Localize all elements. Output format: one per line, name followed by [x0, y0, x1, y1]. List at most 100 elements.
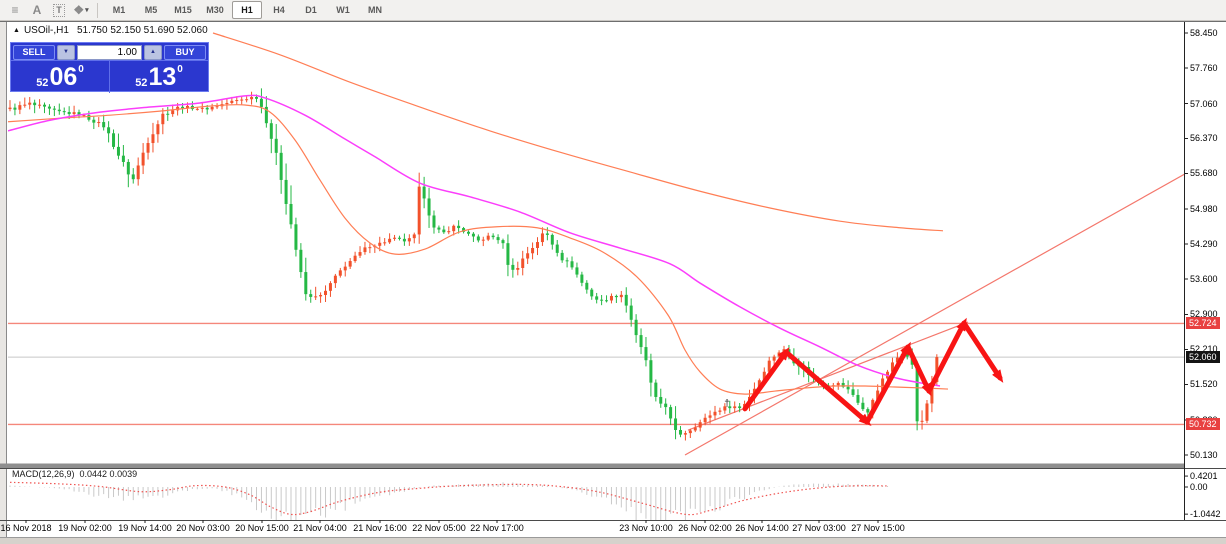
macd-indicator-label: MACD(12,26,9) 0.0442 0.0039: [12, 469, 137, 479]
timeframe-M15-button[interactable]: M15: [174, 5, 192, 15]
candle: [121, 144, 125, 167]
candle: [728, 400, 732, 414]
macd-name: MACD(12,26,9): [12, 469, 75, 479]
candle: [427, 187, 431, 228]
volume-input[interactable]: [77, 44, 142, 60]
candle: [417, 172, 421, 244]
candle: [565, 257, 569, 268]
arrow-objects-icon[interactable]: ❖ ▾: [73, 3, 89, 17]
buy-button[interactable]: BUY: [164, 44, 206, 60]
volume-decrease-button[interactable]: ▼: [57, 44, 75, 60]
candle: [92, 116, 96, 130]
ohlc-values: 51.750 52.150 51.690 52.060: [76, 25, 208, 36]
candle: [846, 380, 850, 394]
candle: [486, 232, 490, 242]
price-tick-label: 54.980: [1190, 203, 1218, 214]
candle: [225, 98, 229, 110]
timeframe-H1-button[interactable]: H1: [232, 1, 262, 19]
candle: [319, 292, 323, 303]
price-tick-label: 53.600: [1190, 273, 1218, 284]
zigzag-arrow-3[interactable]: [864, 341, 911, 425]
candle: [688, 428, 692, 438]
sell-button[interactable]: SELL: [13, 44, 55, 60]
candle: [506, 234, 510, 277]
candle: [457, 220, 461, 234]
timeframe-MN-button[interactable]: MN: [368, 5, 382, 15]
sell-price-point: 0: [78, 64, 84, 75]
candle: [531, 242, 535, 260]
candle: [555, 239, 559, 257]
ma-slow-orange: [212, 32, 944, 232]
candle: [13, 103, 17, 116]
time-tick-label: 22 Nov 05:00: [412, 523, 466, 533]
timeframe-H4-button[interactable]: H4: [273, 5, 285, 15]
candle: [629, 298, 633, 327]
candle: [43, 102, 47, 114]
candle: [264, 96, 268, 128]
candle: [511, 258, 515, 278]
sell-price[interactable]: 52 06 0: [11, 61, 110, 93]
candle: [299, 243, 303, 278]
timeframe-M5-button[interactable]: M5: [144, 5, 158, 15]
candle: [540, 227, 544, 246]
top-toolbar: ≡ A T ❖ ▾ M1 M5 M15 M30 H1 H4 D1 W1 MN: [0, 0, 1226, 21]
candle: [678, 426, 682, 438]
candle: [920, 410, 924, 430]
candle: [388, 233, 392, 244]
candle: [550, 233, 554, 250]
candle: [624, 287, 628, 313]
candle: [289, 185, 293, 229]
candle: [240, 95, 244, 105]
candle: [151, 122, 155, 153]
dropdown-caret-icon[interactable]: ▾: [85, 7, 89, 14]
buy-price[interactable]: 52 13 0: [110, 61, 208, 93]
zigzag-arrow-6[interactable]: [961, 320, 1004, 383]
time-tick-label: 19 Nov 02:00: [58, 523, 112, 533]
candle: [738, 403, 742, 413]
candle: [491, 233, 495, 240]
candle: [210, 103, 214, 112]
candle: [383, 238, 387, 246]
candle: [269, 119, 273, 154]
candle: [654, 379, 658, 402]
candle: [536, 237, 540, 256]
font-a-icon[interactable]: A: [32, 3, 42, 17]
zigzag-arrow-1[interactable]: [742, 347, 790, 412]
candle: [397, 235, 401, 241]
trendline-1[interactable]: [684, 170, 1192, 456]
timeframe-W1-button[interactable]: W1: [336, 5, 350, 15]
price-tick-label: 56.370: [1190, 133, 1218, 144]
candle: [925, 400, 929, 424]
panel-splitter[interactable]: [0, 463, 1184, 469]
candle: [161, 108, 165, 135]
candle: [496, 234, 500, 244]
candle: [353, 251, 357, 263]
candle: [526, 246, 530, 265]
candle: [614, 294, 618, 303]
candle: [595, 292, 599, 304]
time-tick-label: 23 Nov 10:00: [619, 523, 673, 533]
candle: [861, 397, 865, 411]
sell-price-handle: 52: [36, 77, 49, 89]
draw-lines-icon[interactable]: ≡: [11, 3, 19, 17]
timeframe-M1-button[interactable]: M1: [112, 5, 126, 15]
candle: [171, 104, 175, 117]
price-marker-label-52.724: 52.724: [1186, 317, 1220, 330]
candle: [131, 168, 135, 184]
timeframe-M30-button[interactable]: M30: [206, 5, 224, 15]
macd-tick-label: 0.00: [1190, 482, 1208, 492]
zigzag-arrow-4[interactable]: [905, 344, 932, 397]
candle: [452, 224, 456, 236]
zigzag-arrow-2[interactable]: [783, 349, 872, 426]
buy-price-handle: 52: [135, 77, 148, 89]
candle: [23, 97, 27, 108]
collapse-triangle-icon[interactable]: ▲: [13, 27, 20, 34]
candle: [723, 403, 727, 414]
volume-increase-button[interactable]: ▲: [144, 44, 162, 60]
buy-price-point: 0: [177, 64, 183, 75]
zigzag-arrow-5[interactable]: [926, 317, 967, 394]
timeframe-D1-button[interactable]: D1: [305, 5, 317, 15]
text-label-icon[interactable]: T: [48, 2, 70, 19]
candle: [294, 217, 298, 257]
